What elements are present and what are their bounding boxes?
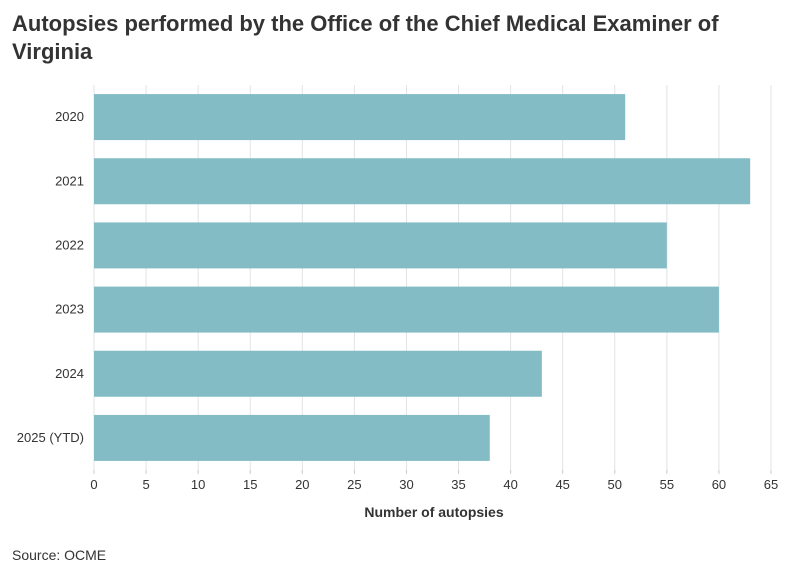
bar — [94, 222, 667, 269]
x-tick-label: 30 — [399, 477, 413, 492]
category-labels: 2020 2021 2022 2023 2024 2025 (YTD) — [17, 109, 84, 445]
source-note: Source: OCME — [12, 547, 107, 563]
x-tick-label: 25 — [347, 477, 361, 492]
bar — [94, 350, 542, 397]
bar — [94, 286, 719, 333]
x-axis-ticks: 0 5 10 15 20 25 30 35 40 45 50 55 60 65 — [90, 470, 778, 492]
bar — [94, 414, 490, 461]
x-tick-label: 50 — [608, 477, 622, 492]
x-tick-label: 20 — [295, 477, 309, 492]
x-tick-label: 60 — [712, 477, 726, 492]
category-label: 2025 (YTD) — [17, 430, 84, 445]
x-tick-label: 0 — [90, 477, 97, 492]
x-tick-label: 15 — [243, 477, 257, 492]
category-label: 2021 — [55, 173, 84, 188]
bar — [94, 158, 751, 205]
x-tick-label: 5 — [142, 477, 149, 492]
x-tick-label: 55 — [660, 477, 674, 492]
gridlines — [93, 85, 772, 472]
x-axis-title: Number of autopsies — [364, 504, 503, 520]
bars — [94, 94, 751, 461]
category-label: 2024 — [55, 366, 84, 381]
category-label: 2023 — [55, 302, 84, 317]
x-tick-label: 40 — [503, 477, 517, 492]
x-tick-label: 35 — [451, 477, 465, 492]
x-tick-label: 65 — [764, 477, 778, 492]
category-label: 2020 — [55, 109, 84, 124]
bar — [94, 94, 626, 141]
x-tick-label: 45 — [555, 477, 569, 492]
category-label: 2022 — [55, 237, 84, 252]
x-tick-label: 10 — [191, 477, 205, 492]
chart-title: Autopsies performed by the Office of the… — [12, 11, 719, 64]
